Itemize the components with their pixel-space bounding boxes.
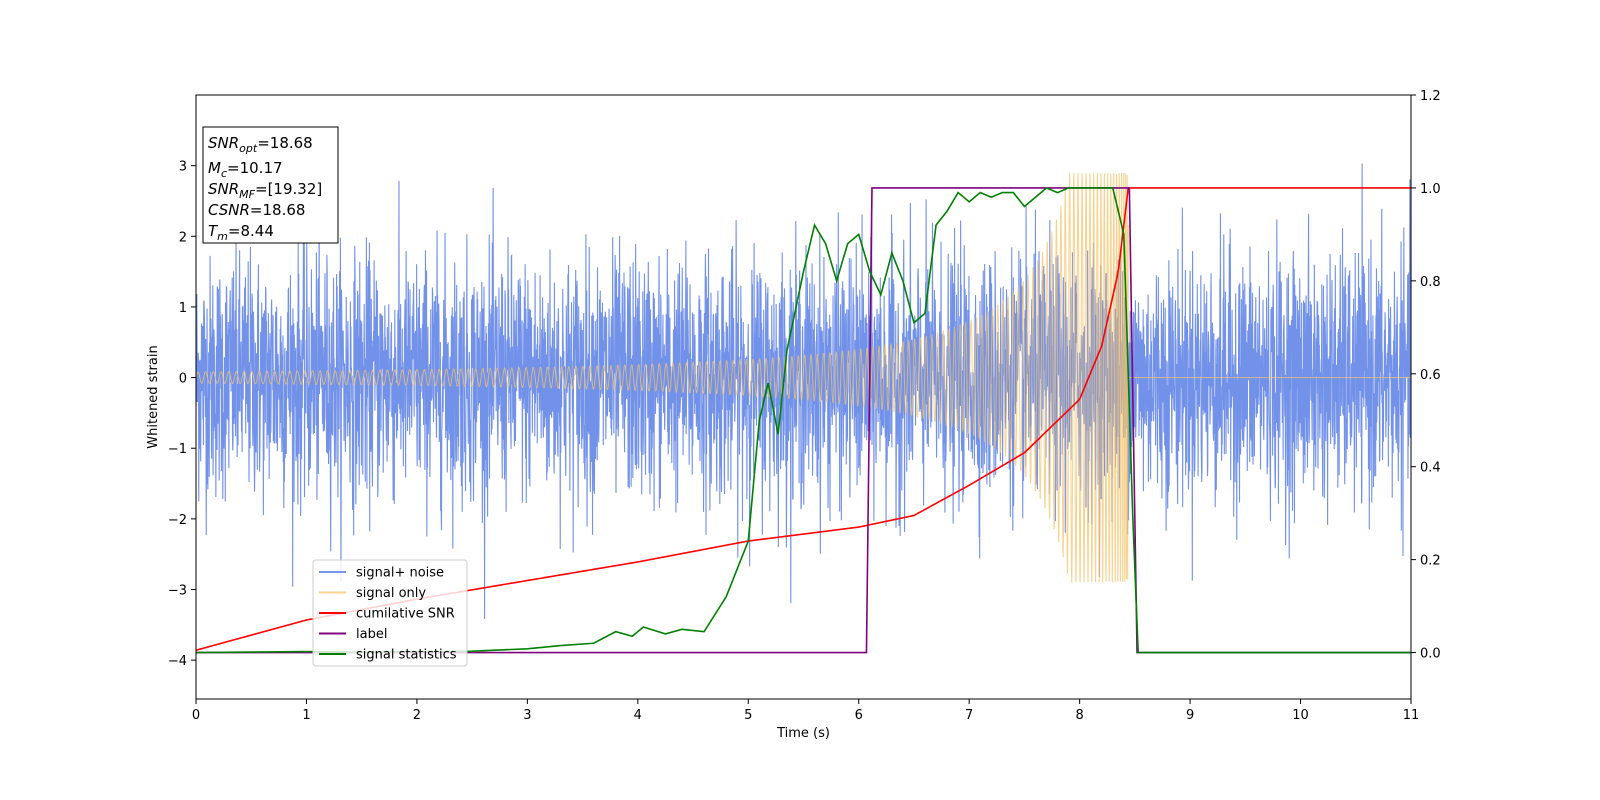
y-right-tick-label: 1.0 <box>1420 182 1441 197</box>
x-tick-label: 9 <box>1186 708 1194 723</box>
y-left-tick-label: 3 <box>179 160 187 175</box>
y-left-tick-label: −4 <box>168 654 187 669</box>
snr-annotation-box: SNRopt=18.68 Mc=10.17SNRMF=[19.32]CSNR=18… <box>202 126 339 244</box>
annotation-frame <box>202 126 339 244</box>
x-tick-label: 6 <box>855 708 863 723</box>
series-signal-noise-line <box>196 163 1411 620</box>
legend-frame <box>312 559 468 667</box>
legend-entry: signal+ noise <box>356 566 444 581</box>
y-right-tick-label: 0.2 <box>1420 554 1441 569</box>
x-tick-label: 8 <box>1075 708 1083 723</box>
annotation-line: SNRopt=18.68 <box>208 134 313 155</box>
y-left-tick-label: −2 <box>168 513 187 528</box>
y-left-tick-label: 2 <box>179 230 187 245</box>
annotation-line: Tm=8.44 <box>208 222 274 243</box>
y-left-tick-label: 0 <box>179 372 187 387</box>
x-tick-label: 2 <box>413 708 421 723</box>
legend-entry: signal statistics <box>356 648 457 663</box>
y-left-tick-label: −3 <box>168 584 187 599</box>
y-right-tick-label: 0.4 <box>1420 461 1441 476</box>
y-right-tick-label: 0.6 <box>1420 368 1441 383</box>
x-tick-label: 4 <box>634 708 642 723</box>
x-axis-label: Time (s) <box>776 726 830 741</box>
y-right-tick-label: 0.0 <box>1420 647 1441 662</box>
y-left-tick-label: 1 <box>179 301 187 316</box>
legend: signal+ noise signal only cumilative SNR la… <box>312 559 468 667</box>
series-signal-only-line <box>196 172 1411 584</box>
y-right-tick-label: 0.8 <box>1420 275 1441 290</box>
legend-entry: signal only <box>356 586 426 601</box>
x-tick-label: 3 <box>523 708 531 723</box>
axes: 0 1 2 3 4 5 6 7 8 9 10 11 −4 −3 −2 −1 0 1 2 3 0.0 0.2 0.4 0.6 0.… <box>168 89 1441 723</box>
plot-frame <box>195 94 1412 700</box>
legend-entry: label <box>356 627 387 642</box>
annotation-line: Mc=10.17 <box>208 159 283 180</box>
x-tick-label: 7 <box>965 708 973 723</box>
y-left-tick-label: −1 <box>168 442 187 457</box>
x-tick-label: 11 <box>1403 708 1420 723</box>
x-tick-label: 5 <box>744 708 752 723</box>
annotation-line: CSNR=18.68 <box>208 201 305 219</box>
y-right-tick-label: 1.2 <box>1420 89 1441 104</box>
y-axis-label: Whitened strain <box>146 345 161 448</box>
legend-entry: cumilative SNR <box>356 607 455 622</box>
annotation-line: SNRMF=[19.32] <box>208 180 322 201</box>
series-signal-statistics-line <box>196 186 1411 654</box>
x-tick-label: 10 <box>1292 708 1309 723</box>
x-tick-label: 0 <box>192 708 200 723</box>
x-tick-label: 1 <box>302 708 310 723</box>
